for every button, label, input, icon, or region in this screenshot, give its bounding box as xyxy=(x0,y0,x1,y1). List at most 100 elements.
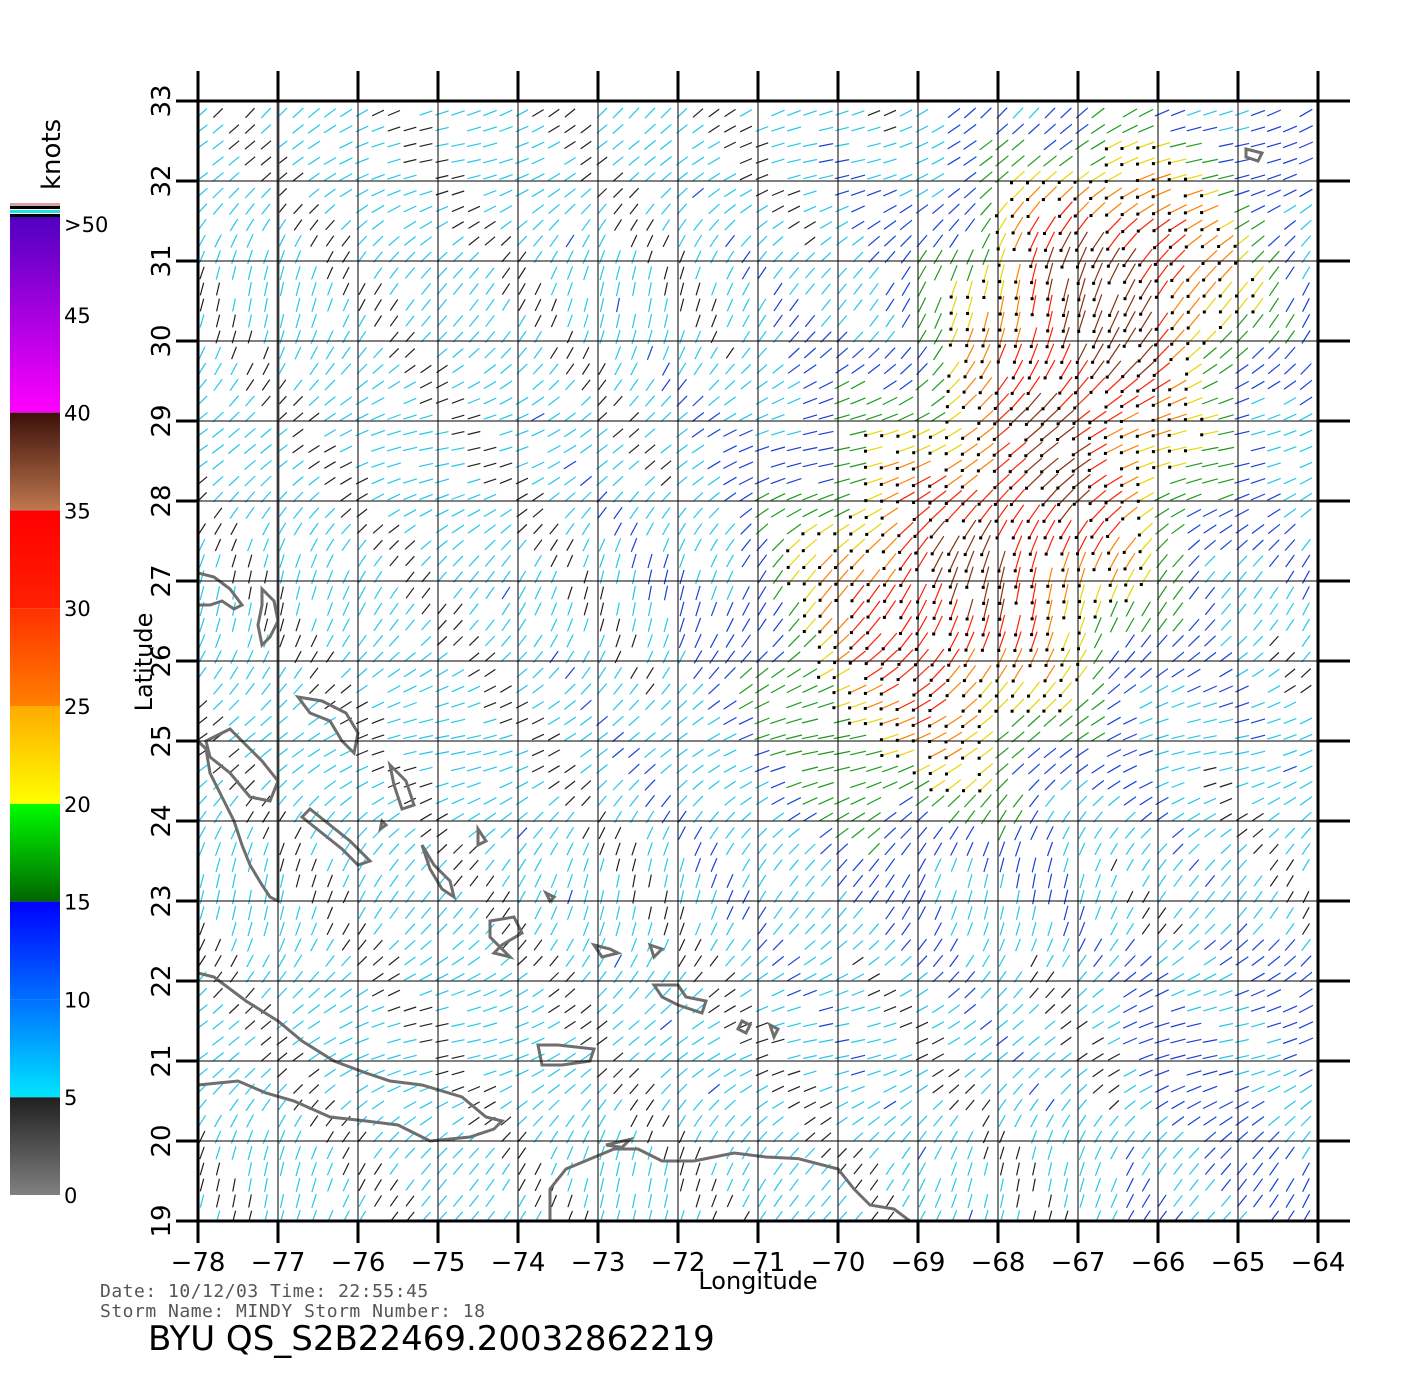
wind-vector xyxy=(324,412,336,422)
wind-vector xyxy=(1063,583,1069,603)
wind-vector xyxy=(899,1069,913,1077)
wind-vector xyxy=(582,827,590,839)
wind-vector xyxy=(647,1162,653,1176)
wind-vector xyxy=(310,1146,318,1160)
wind-vector xyxy=(467,973,481,981)
wind-vector xyxy=(451,956,465,966)
wind-vector xyxy=(631,569,637,585)
wind-vector xyxy=(419,956,433,966)
wind-vector xyxy=(1043,139,1057,151)
wind-vector xyxy=(1028,1051,1040,1063)
wind-vector xyxy=(804,939,816,951)
wind-vector xyxy=(583,265,589,281)
wind-vector xyxy=(648,906,652,920)
wind-vector xyxy=(1032,873,1036,889)
wind-vector-head xyxy=(1105,213,1109,217)
wind-vector xyxy=(483,718,497,724)
wind-vector xyxy=(726,586,734,600)
wind-vector xyxy=(1138,1005,1154,1013)
wind-vector xyxy=(1138,1053,1154,1061)
wind-vector xyxy=(1236,555,1248,567)
wind-vector xyxy=(280,1210,285,1221)
colorbar-tick-label: 5 xyxy=(64,1086,77,1110)
wind-vector xyxy=(612,140,624,150)
wind-vector xyxy=(469,859,479,871)
wind-vector xyxy=(468,939,480,951)
wind-vector-head xyxy=(1200,417,1204,421)
wind-vector xyxy=(899,109,913,117)
wind-vector xyxy=(231,905,237,921)
wind-vector xyxy=(802,414,818,420)
wind-vector xyxy=(950,1146,958,1160)
wind-vector xyxy=(629,378,639,392)
wind-vector xyxy=(1268,652,1280,662)
wind-vector xyxy=(387,109,401,117)
wind-vector xyxy=(850,190,866,196)
wind-vector xyxy=(963,140,977,150)
wind-vector xyxy=(198,346,206,360)
wind-vector xyxy=(1105,394,1123,408)
wind-vector xyxy=(469,298,479,312)
wind-vector xyxy=(501,923,511,935)
wind-vector xyxy=(373,539,383,551)
wind-vector xyxy=(1015,311,1021,331)
wind-vector xyxy=(214,633,222,649)
wind-vector xyxy=(1121,140,1139,150)
wind-vector xyxy=(1013,647,1023,667)
wind-vector-head xyxy=(1089,180,1093,184)
wind-vector xyxy=(564,507,576,519)
wind-vector-head xyxy=(914,647,918,651)
wind-vector xyxy=(327,282,333,296)
wind-vector xyxy=(1015,566,1021,588)
wind-vector xyxy=(500,651,512,663)
wind-vector xyxy=(1236,843,1248,855)
wind-vector xyxy=(1269,603,1279,615)
wind-vector xyxy=(646,234,654,248)
wind-vector-head xyxy=(1104,196,1108,200)
wind-vector xyxy=(850,781,866,789)
wind-vector xyxy=(292,491,304,503)
wind-vector xyxy=(1285,1194,1295,1208)
wind-vector xyxy=(661,1099,671,1111)
wind-vector xyxy=(1202,126,1218,132)
wind-vector xyxy=(867,600,881,618)
wind-vector-head xyxy=(879,482,883,486)
wind-vector xyxy=(1185,174,1203,180)
wind-vector xyxy=(849,750,867,756)
wind-vector xyxy=(450,750,466,756)
wind-vector xyxy=(1029,1098,1039,1112)
wind-vector xyxy=(246,1114,254,1128)
wind-vector-head xyxy=(1135,434,1139,438)
wind-vector xyxy=(787,956,801,966)
wind-vector xyxy=(343,1210,350,1221)
wind-vector xyxy=(788,618,800,632)
wind-vector xyxy=(709,1114,719,1128)
wind-vector-head xyxy=(981,633,985,637)
wind-vector xyxy=(802,397,818,405)
wind-vector xyxy=(963,1020,977,1030)
wind-vector xyxy=(1027,155,1041,167)
wind-vector xyxy=(1045,535,1055,555)
wind-vector xyxy=(883,142,897,148)
wind-vector xyxy=(964,535,976,555)
wind-vector xyxy=(1283,955,1297,967)
wind-vector xyxy=(451,1022,465,1028)
wind-vector xyxy=(231,618,237,632)
wind-vector xyxy=(516,668,528,678)
wind-vector xyxy=(599,281,605,297)
wind-vector xyxy=(1092,247,1104,267)
wind-vector xyxy=(724,1115,736,1127)
wind-vector xyxy=(834,538,850,552)
wind-vector xyxy=(1090,140,1106,150)
wind-vector xyxy=(868,874,880,888)
wind-vector xyxy=(695,282,701,296)
colorbar-cap-strip xyxy=(10,206,60,209)
wind-vector-head xyxy=(1087,452,1091,456)
wind-vector xyxy=(1250,142,1266,148)
wind-vector xyxy=(547,141,561,149)
wind-vector xyxy=(550,1162,558,1176)
wind-vector xyxy=(451,973,465,981)
wind-vector xyxy=(228,411,240,423)
wind-vector xyxy=(1253,1194,1263,1208)
wind-vector xyxy=(1000,1194,1004,1208)
